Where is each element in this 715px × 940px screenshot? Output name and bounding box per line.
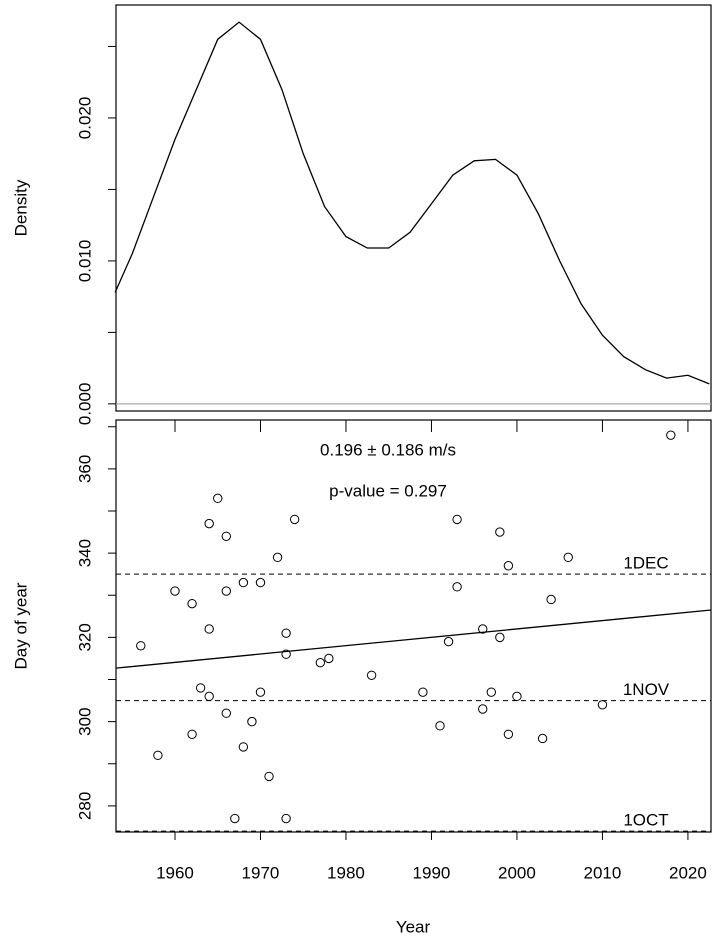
point: [503, 561, 514, 571]
point: [213, 493, 223, 504]
y-tick-label: 0.010: [75, 240, 94, 283]
reference-label: 1NOV: [623, 680, 670, 699]
point: [563, 552, 573, 563]
annotation: 0.196 ± 0.186 m/s: [320, 440, 456, 459]
point: [443, 636, 454, 647]
top-panel-frame: [115, 4, 712, 412]
point: [272, 552, 283, 563]
point: [486, 687, 496, 697]
point: [247, 716, 257, 727]
x-tick-label: 2000: [498, 863, 536, 882]
point: [170, 586, 180, 596]
reference-label: 1DEC: [623, 554, 668, 573]
point: [503, 729, 514, 739]
point: [221, 708, 231, 718]
point: [495, 632, 505, 643]
annotation: p-value = 0.297: [329, 481, 447, 500]
x-tick-label: 1990: [413, 863, 451, 882]
trend-line: [115, 609, 712, 669]
point: [315, 657, 326, 668]
point: [187, 729, 197, 739]
x-tick-label: 2020: [669, 863, 707, 882]
y-tick-label: 360: [75, 455, 94, 483]
point: [289, 514, 300, 525]
point: [512, 691, 522, 702]
point: [281, 813, 291, 824]
y-tick-label: 300: [75, 707, 94, 735]
y-tick-label: 320: [75, 623, 94, 651]
point: [204, 691, 214, 702]
point: [187, 598, 197, 609]
bottom-panel-frame: [115, 419, 712, 833]
point: [452, 582, 462, 592]
point: [238, 577, 249, 588]
x-axis-label: Year: [396, 917, 431, 936]
x-tick-label: 1980: [327, 863, 365, 882]
density-line: [114, 21, 710, 385]
point: [204, 518, 214, 529]
y-tick-label: 280: [75, 792, 94, 820]
point: [204, 624, 214, 634]
point: [366, 670, 377, 680]
point: [230, 813, 240, 824]
x-tick-label: 1970: [242, 863, 280, 882]
reference-label: 1OCT: [623, 811, 668, 830]
point: [195, 683, 206, 693]
y-tick-label: 0.020: [75, 97, 94, 140]
y-tick-label: 340: [75, 539, 94, 567]
point: [255, 577, 266, 588]
y-axis-label: Day of year: [11, 582, 30, 669]
point: [136, 641, 146, 651]
point: [264, 771, 274, 782]
point: [478, 704, 488, 714]
point: [537, 733, 548, 744]
point: [546, 594, 556, 605]
point: [281, 628, 291, 638]
point: [435, 721, 445, 731]
point: [495, 527, 505, 537]
point: [281, 649, 291, 659]
x-tick-label: 2010: [584, 863, 622, 882]
point: [255, 687, 266, 697]
point: [666, 430, 676, 440]
point: [452, 514, 462, 525]
point: [324, 653, 334, 664]
point: [221, 586, 231, 596]
x-tick-label: 1960: [156, 863, 194, 882]
point: [238, 742, 249, 752]
point: [597, 700, 608, 710]
point: [153, 750, 163, 761]
point: [418, 687, 428, 697]
point: [221, 531, 231, 541]
point: [478, 624, 488, 634]
y-tick-label: 0.000: [75, 383, 94, 426]
y-axis-label: Density: [11, 179, 30, 236]
